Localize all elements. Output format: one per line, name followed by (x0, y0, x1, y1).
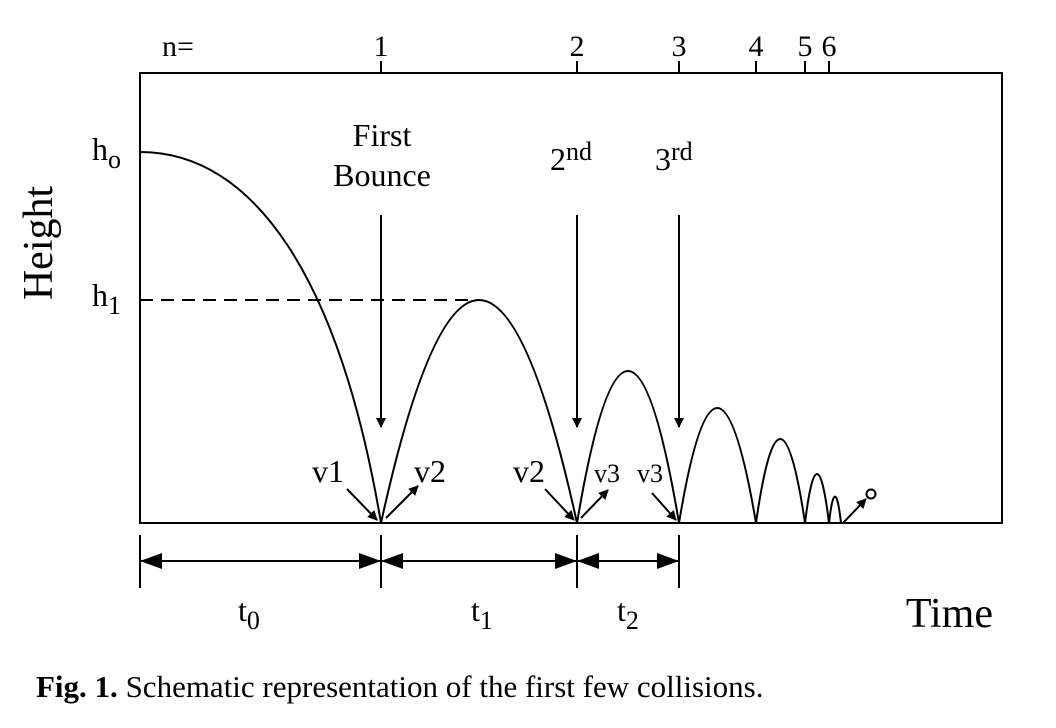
collision-tick-3: 3 (672, 30, 687, 63)
t1-label: t1 (471, 592, 493, 635)
v2-outgoing-arrow (385, 485, 419, 519)
t2-label: t2 (617, 592, 639, 635)
bounce-1-arc (380, 299, 578, 524)
collision-index-prefix: n= (162, 30, 194, 63)
v3-in-label: v3 (637, 459, 663, 488)
h1-label: h1 (92, 277, 121, 320)
collision-ticks (380, 61, 830, 73)
third-bounce-label: 3rd (655, 137, 693, 177)
y-axis-title: Height (16, 186, 62, 301)
t0-label: t0 (238, 592, 260, 635)
plot-frame (139, 72, 1003, 524)
v1-incoming-arrow (346, 488, 378, 521)
v3-outgoing-arrow (580, 489, 609, 519)
v2-out-label: v2 (414, 453, 446, 489)
figure-caption: Fig. 1. Schematic representation of the … (36, 669, 763, 704)
trajectory (139, 151, 842, 524)
h0-label: ho (92, 131, 121, 174)
collision-tick-1: 1 (374, 30, 389, 63)
initial-fall-curve (139, 151, 382, 524)
final-ball (865, 488, 877, 500)
bounce-5-arc (804, 473, 830, 524)
v2-incoming-arrow (544, 488, 575, 521)
final-escape-arrow (842, 498, 867, 524)
collision-tick-2: 2 (570, 30, 585, 63)
first-bounce-label-line1: First (353, 117, 412, 153)
first-bounce-label-line2: Bounce (333, 157, 431, 193)
bounce-6-arc (828, 495, 842, 524)
collision-tick-5: 5 (798, 30, 813, 63)
v2-in-label: v2 (513, 453, 545, 489)
second-bounce-label: 2nd (550, 137, 592, 177)
x-axis-title: Time (906, 591, 993, 637)
bounce-2-arc (576, 370, 680, 524)
collision-tick-4: 4 (749, 30, 764, 63)
bounce-4-arc (755, 438, 806, 524)
v3-incoming-arrow (651, 492, 677, 521)
caption-label: Fig. 1. (36, 669, 118, 704)
caption-text: Schematic representation of the first fe… (118, 669, 764, 704)
bounce-3-arc (678, 407, 757, 524)
v1-label: v1 (312, 453, 344, 489)
v3-out-label: v3 (594, 459, 620, 488)
collision-tick-6: 6 (822, 30, 837, 63)
